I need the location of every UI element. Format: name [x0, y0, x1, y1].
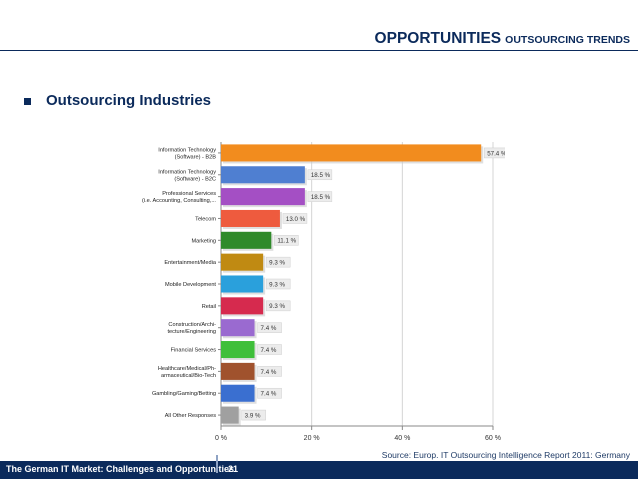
value-label: 9.3 %: [269, 281, 285, 288]
bar-chart: 0 % 20 % 40 % 60 % Information Technology (So…: [133, 138, 505, 445]
category-label: Retail: [202, 304, 216, 310]
value-label: 13.0 %: [286, 216, 306, 223]
category-label: (Software) - B2C: [174, 176, 216, 182]
value-label: 3.9 %: [245, 412, 261, 419]
footer-bar: The German IT Market: Challenges and Opp…: [0, 455, 638, 479]
value-label-box: [265, 256, 291, 268]
header-title-sub: OUTSOURCING TRENDS: [505, 34, 630, 46]
bar: [221, 188, 305, 206]
value-label: 57.4 %: [487, 150, 505, 157]
bar: [221, 275, 264, 293]
value-label-box: [265, 300, 291, 312]
category-label: Mobile Development: [165, 282, 216, 288]
value-label-box: [483, 147, 505, 159]
value-label: 7.4 %: [261, 347, 277, 354]
category-label: Information Technology: [158, 147, 216, 153]
section-heading: Outsourcing Industries: [46, 92, 212, 109]
category-label: (i.e. Accounting, Consulting,...: [142, 198, 216, 204]
value-label-box: [257, 387, 282, 399]
value-label: 9.3 %: [269, 303, 285, 310]
value-label-box: [307, 191, 333, 202]
value-label: 7.4 %: [261, 391, 277, 398]
footer-title: The German IT Market: Challenges and Opp…: [6, 464, 235, 474]
value-label-box: [274, 235, 299, 246]
category-label: All Other Responses: [165, 413, 217, 419]
category-label: Gambling/Gaming/Betting: [152, 391, 216, 397]
bar: [221, 166, 305, 184]
value-label-box: [282, 213, 308, 224]
value-label-box: [307, 169, 333, 181]
value-label-box: [241, 409, 266, 421]
bar: [221, 231, 272, 249]
footer-divider: [216, 455, 218, 473]
bullet-square-icon: [24, 98, 31, 105]
category-label: Professional Services: [162, 191, 216, 197]
x-tick-label: 20 %: [304, 435, 320, 442]
slide-header: OPPORTUNITIES OUTSOURCING TRENDS: [375, 30, 630, 48]
page-number: 21: [228, 464, 239, 474]
category-label: tecture/Engineering: [167, 329, 216, 335]
category-label: Financial Services: [171, 348, 217, 354]
value-label-box: [257, 366, 282, 377]
x-tick-label: 40 %: [394, 435, 410, 442]
bar: [221, 209, 280, 227]
bar: [221, 319, 255, 337]
value-label: 7.4 %: [261, 369, 277, 376]
bar: [221, 297, 264, 315]
value-label-box: [257, 322, 282, 333]
category-label: Entertainment/Media: [164, 260, 217, 266]
header-title-main: OPPORTUNITIES: [374, 30, 502, 47]
category-label: armaceutical/Bio-Tech: [161, 373, 216, 379]
value-label-box: [265, 278, 291, 290]
x-tick-label: 60 %: [485, 435, 501, 442]
category-label: Telecom: [195, 216, 216, 222]
category-label: Construction/Archi-: [168, 322, 216, 328]
bar: [221, 341, 255, 359]
value-label: 11.1 %: [277, 238, 296, 245]
bar: [221, 144, 482, 162]
value-label: 9.3 %: [269, 260, 285, 267]
bar: [221, 253, 264, 271]
value-label: 18.5 %: [311, 172, 331, 179]
value-label: 7.4 %: [261, 325, 277, 332]
source-note: Source: Europ. IT Outsourcing Intelligen…: [381, 450, 630, 460]
category-label: (Software) - B2B: [175, 154, 217, 160]
value-label-box: [257, 344, 282, 355]
category-label: Information Technology: [158, 169, 216, 175]
category-label: Marketing: [191, 238, 216, 244]
x-tick-label: 0 %: [215, 435, 227, 442]
value-label: 18.5 %: [311, 194, 331, 201]
category-label: Healthcare/Medical/Ph-: [158, 366, 216, 372]
bar: [221, 362, 255, 380]
header-divider: [0, 50, 638, 51]
bar: [221, 406, 239, 424]
bar-chart-svg: 0 % 20 % 40 % 60 %Information Technology(So…: [142, 142, 505, 442]
bar: [221, 384, 255, 402]
